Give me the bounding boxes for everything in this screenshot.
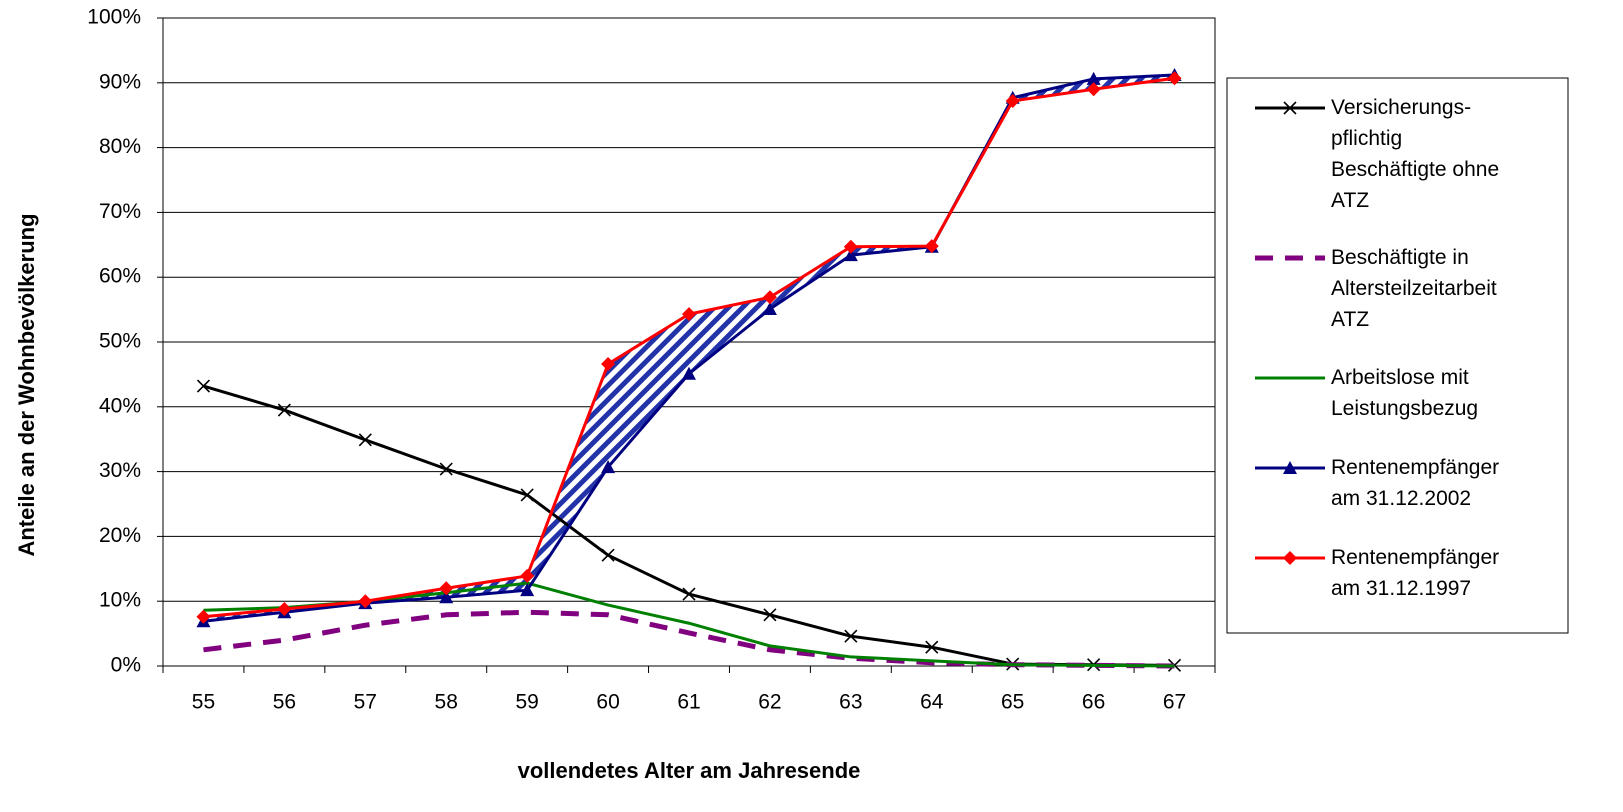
marker: [682, 307, 696, 322]
x-tick-label: 60: [596, 691, 619, 714]
marker: [520, 583, 535, 597]
x-tick-label: 65: [1001, 691, 1024, 714]
legend-label: Beschäftigte in Altersteilzeitarbeit ATZ: [1331, 246, 1497, 331]
y-tick-label: 0%: [111, 654, 141, 677]
marker: [682, 366, 696, 380]
marker: [763, 608, 777, 622]
x-tick-label: 58: [435, 691, 458, 714]
marker: [601, 460, 616, 474]
y-tick-label: 80%: [99, 135, 141, 158]
marker: [358, 594, 373, 609]
legend-label: Arbeitslose mit Leistungsbezug: [1331, 366, 1478, 420]
y-tick-label: 60%: [99, 265, 141, 288]
marker: [439, 590, 454, 604]
marker: [277, 601, 292, 616]
marker: [844, 629, 858, 643]
marker: [925, 640, 939, 654]
y-axis-title: Anteile an der Wohnbevölkerung: [14, 213, 39, 556]
marker: [520, 568, 535, 583]
x-tick-label: 59: [515, 691, 538, 714]
plot-border: [162, 17, 1216, 667]
legend-label: Rentenempfänger am 31.12.2002: [1331, 456, 1499, 510]
marker: [762, 290, 777, 305]
marker: [601, 548, 615, 562]
marker: [843, 248, 858, 262]
y-tick-label: 100%: [87, 6, 141, 29]
y-tick-label: 30%: [99, 459, 141, 482]
marker: [843, 239, 858, 254]
y-tick-label: 90%: [99, 70, 141, 93]
marker: [601, 357, 616, 372]
marker: [520, 488, 534, 502]
y-tick-label: 50%: [99, 330, 141, 353]
marker: [439, 581, 454, 596]
legend-box: [1226, 77, 1569, 634]
marker: [1086, 82, 1101, 97]
y-tick-label: 20%: [99, 524, 141, 547]
y-tick-label: 40%: [99, 394, 141, 417]
x-tick-label: 64: [920, 691, 944, 714]
x-axis-title: vollendetes Alter am Jahresende: [518, 758, 861, 783]
marker: [762, 301, 777, 315]
marker: [196, 609, 211, 624]
legend-label: Versicherungs-pflichtig Beschäftigte ohne…: [1331, 96, 1499, 212]
marker: [1086, 71, 1101, 85]
marker: [1283, 101, 1297, 115]
marker: [1167, 71, 1182, 86]
marker: [439, 462, 453, 476]
marker: [1283, 551, 1297, 565]
marker: [358, 433, 372, 447]
x-tick-label: 66: [1082, 691, 1105, 714]
x-tick-label: 63: [839, 691, 862, 714]
marker: [1283, 461, 1297, 474]
series-line: [203, 609, 1175, 669]
marker: [682, 587, 696, 601]
y-tick-label: 70%: [99, 200, 141, 223]
x-tick-label: 55: [192, 691, 215, 714]
marker: [277, 403, 291, 417]
marker: [196, 379, 211, 393]
marker: [1005, 93, 1020, 108]
x-tick-label: 56: [273, 691, 296, 714]
legend-label: Rentenempfänger am 31.12.1997: [1331, 546, 1499, 600]
x-tick-label: 57: [354, 691, 377, 714]
x-tick-label: 67: [1163, 691, 1186, 714]
gap-hatch: [203, 75, 1175, 622]
marker: [924, 239, 939, 254]
y-tick-label: 10%: [99, 589, 141, 612]
x-tick-label: 61: [677, 691, 700, 714]
x-tick-label: 62: [758, 691, 781, 714]
